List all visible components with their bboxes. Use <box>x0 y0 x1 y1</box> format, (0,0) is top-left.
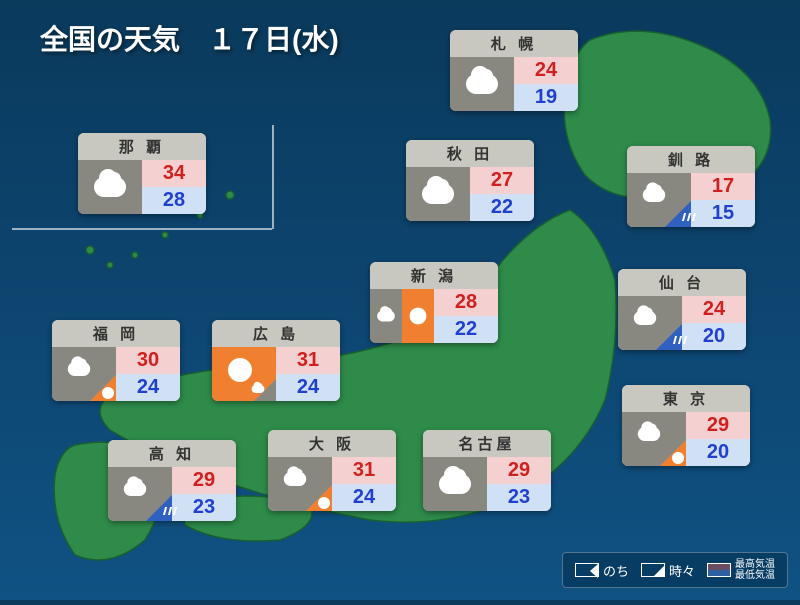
temp-high: 17 <box>691 173 755 200</box>
weather-card-sapporo: 札 幌2419 <box>450 30 578 111</box>
legend-temp-high: 最高気温 <box>735 559 775 570</box>
city-name: 高 知 <box>108 440 236 467</box>
temp-high: 31 <box>276 347 340 374</box>
temp-high: 27 <box>470 167 534 194</box>
inset-line <box>272 125 274 229</box>
legend-temp-low: 最低気温 <box>735 570 775 581</box>
legend-temp-icon <box>707 563 731 577</box>
weather-card-tokyo: 東 京2920 <box>622 385 750 466</box>
temp-low: 19 <box>514 84 578 111</box>
legend-nochi-label: のち <box>603 561 629 580</box>
temp-low: 22 <box>434 316 498 343</box>
temp-high: 30 <box>116 347 180 374</box>
weather-card-kushiro: 釧 路1715 <box>627 146 755 227</box>
legend: のち 時々 最高気温 最低気温 <box>562 552 788 588</box>
city-name: 名古屋 <box>423 430 551 457</box>
temp-low: 23 <box>487 484 551 511</box>
city-name: 東 京 <box>622 385 750 412</box>
legend-temp: 最高気温 最低気温 <box>707 559 775 581</box>
temp-high: 31 <box>332 457 396 484</box>
weather-card-niigata: 新 潟2822 <box>370 262 498 343</box>
temp-low: 24 <box>332 484 396 511</box>
city-name: 那 覇 <box>78 133 206 160</box>
weather-card-akita: 秋 田2722 <box>406 140 534 221</box>
page-title: 全国の天気 １７日(水) <box>40 18 339 58</box>
temp-low: 24 <box>116 374 180 401</box>
city-name: 札 幌 <box>450 30 578 57</box>
temp-low: 15 <box>691 200 755 227</box>
temp-high: 29 <box>487 457 551 484</box>
inset-line <box>12 228 272 230</box>
legend-tokidoki-icon <box>641 563 665 577</box>
temp-high: 34 <box>142 160 206 187</box>
weather-card-kochi: 高 知2923 <box>108 440 236 521</box>
temp-low: 28 <box>142 187 206 214</box>
city-name: 新 潟 <box>370 262 498 289</box>
legend-nochi-icon <box>575 563 599 577</box>
legend-nochi: のち <box>575 561 629 580</box>
weather-card-naha: 那 覇3428 <box>78 133 206 214</box>
legend-tokidoki: 時々 <box>641 561 695 580</box>
temp-low: 24 <box>276 374 340 401</box>
weather-card-fukuoka: 福 岡3024 <box>52 320 180 401</box>
temp-low: 23 <box>172 494 236 521</box>
weather-card-osaka: 大 阪3124 <box>268 430 396 511</box>
temp-high: 24 <box>682 296 746 323</box>
city-name: 仙 台 <box>618 269 746 296</box>
city-name: 広 島 <box>212 320 340 347</box>
temp-high: 28 <box>434 289 498 316</box>
temp-high: 24 <box>514 57 578 84</box>
weather-card-nagoya: 名古屋2923 <box>423 430 551 511</box>
map-container: 全国の天気 １７日(水) 那 覇3428札 幌2419釧 路1715秋 田272… <box>0 0 800 600</box>
temp-low: 20 <box>686 439 750 466</box>
weather-card-hiroshima: 広 島3124 <box>212 320 340 401</box>
city-name: 福 岡 <box>52 320 180 347</box>
temp-high: 29 <box>172 467 236 494</box>
weather-card-sendai: 仙 台2420 <box>618 269 746 350</box>
city-name: 釧 路 <box>627 146 755 173</box>
legend-tokidoki-label: 時々 <box>669 561 695 580</box>
city-name: 秋 田 <box>406 140 534 167</box>
temp-low: 20 <box>682 323 746 350</box>
city-name: 大 阪 <box>268 430 396 457</box>
temp-low: 22 <box>470 194 534 221</box>
temp-high: 29 <box>686 412 750 439</box>
